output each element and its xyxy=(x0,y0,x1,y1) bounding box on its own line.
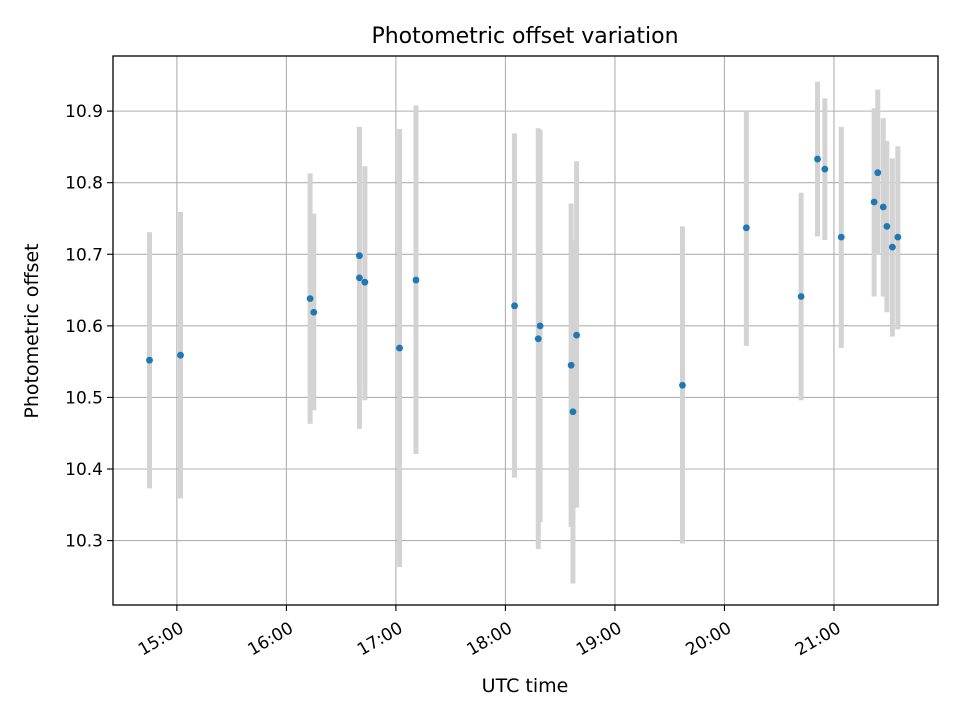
data-point xyxy=(536,322,544,330)
data-point xyxy=(534,335,542,343)
data-point xyxy=(888,243,896,251)
chart-title: Photometric offset variation xyxy=(371,24,678,49)
data-point xyxy=(821,165,829,173)
y-tick-label: 10.5 xyxy=(65,388,103,408)
data-point xyxy=(146,356,153,364)
data-point xyxy=(837,233,845,241)
data-point xyxy=(356,252,363,260)
y-tick-label: 10.9 xyxy=(65,102,103,122)
data-point xyxy=(361,278,369,286)
data-point xyxy=(874,169,882,177)
data-point xyxy=(569,408,577,416)
data-point xyxy=(573,331,581,339)
data-points xyxy=(146,155,902,416)
y-tick-label: 10.4 xyxy=(65,460,103,480)
data-point xyxy=(879,203,887,211)
y-tick-label: 10.7 xyxy=(65,245,103,265)
data-point xyxy=(396,344,403,352)
data-point xyxy=(883,222,891,230)
data-point xyxy=(567,361,575,369)
y-axis-ticks: 10.3 10.4 10.5 10.6 10.7 10.8 10.9 xyxy=(65,102,113,552)
data-point xyxy=(412,276,420,284)
data-point xyxy=(679,381,686,389)
x-axis-label: UTC time xyxy=(482,675,569,697)
data-point xyxy=(177,351,184,359)
data-point xyxy=(870,198,878,206)
data-point xyxy=(894,233,902,241)
y-tick-label: 10.8 xyxy=(65,174,103,194)
y-tick-label: 10.6 xyxy=(65,317,103,337)
data-point xyxy=(306,295,314,303)
data-point xyxy=(742,224,750,232)
data-point xyxy=(310,308,318,316)
y-axis-label: Photometric offset xyxy=(21,243,43,418)
data-point xyxy=(797,293,805,300)
plot-frame xyxy=(112,55,939,606)
data-point xyxy=(814,155,821,163)
data-point xyxy=(511,302,518,310)
y-tick-label: 10.3 xyxy=(65,532,103,552)
data-point xyxy=(356,274,363,282)
